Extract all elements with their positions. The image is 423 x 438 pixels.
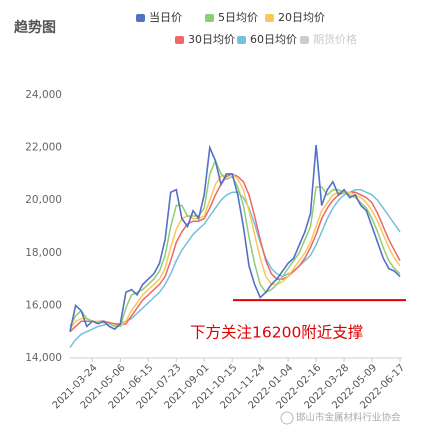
y-tick-label: 16,000 xyxy=(25,299,62,311)
legend-label: 期货价格 xyxy=(313,32,357,46)
legend-label: 30日均价 xyxy=(188,33,235,46)
chart-title: 趋势图 xyxy=(14,19,56,36)
legend-swatch xyxy=(136,14,145,22)
legend-swatch xyxy=(175,36,184,44)
y-tick-label: 20,000 xyxy=(25,194,62,206)
watermark-icon xyxy=(280,411,294,425)
y-tick-label: 18,000 xyxy=(25,247,62,259)
legend-swatch xyxy=(205,14,214,22)
y-tick-label: 24,000 xyxy=(25,89,62,101)
legend-label: 60日均价 xyxy=(250,33,297,46)
series-line xyxy=(69,144,401,332)
y-tick-label: 14,000 xyxy=(25,352,62,364)
y-tick-label: 22,000 xyxy=(25,142,62,154)
legend-label: 20日均价 xyxy=(278,11,325,24)
legend-label: 当日价 xyxy=(149,10,182,24)
legend-swatch xyxy=(237,36,246,44)
legend-swatch xyxy=(300,36,309,44)
legend-label: 5日均价 xyxy=(218,11,258,24)
annotation-text: 下方关注16200附近支撑 xyxy=(190,324,363,342)
legend-swatch xyxy=(265,14,274,22)
watermark: 邯山市金属材料行业协会 xyxy=(296,412,401,424)
